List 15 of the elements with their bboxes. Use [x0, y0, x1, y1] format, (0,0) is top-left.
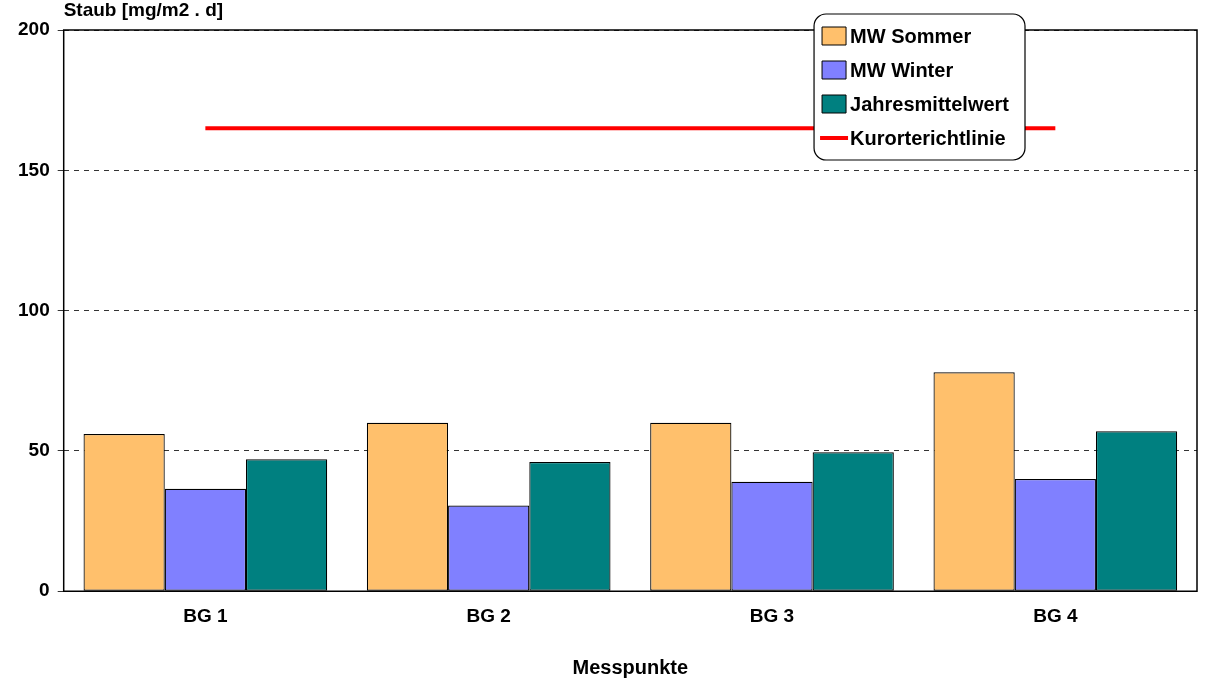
y-tick-label: 0 [39, 579, 50, 601]
y-tick-label: 100 [18, 298, 50, 320]
legend-label: MW Winter [850, 58, 954, 81]
x-tick-label: BG 3 [749, 604, 795, 626]
y-tick-label: 50 [28, 439, 50, 461]
legend-label: MW Sommer [850, 24, 972, 47]
x-tick-label: BG 2 [466, 604, 511, 626]
y-tick-label: 200 [18, 18, 50, 40]
y-tick-label: 150 [18, 158, 50, 180]
x-tick-label: BG 4 [1033, 604, 1078, 626]
x-tick-label: BG 1 [183, 604, 228, 626]
x-axis-title: Messpunkte [572, 655, 689, 678]
y-axis-title: Staub [mg/m2 . d] [63, 0, 224, 20]
legend-label: Kurorterichtlinie [850, 126, 1006, 149]
legend-label: Jahresmittelwert [850, 92, 1010, 115]
